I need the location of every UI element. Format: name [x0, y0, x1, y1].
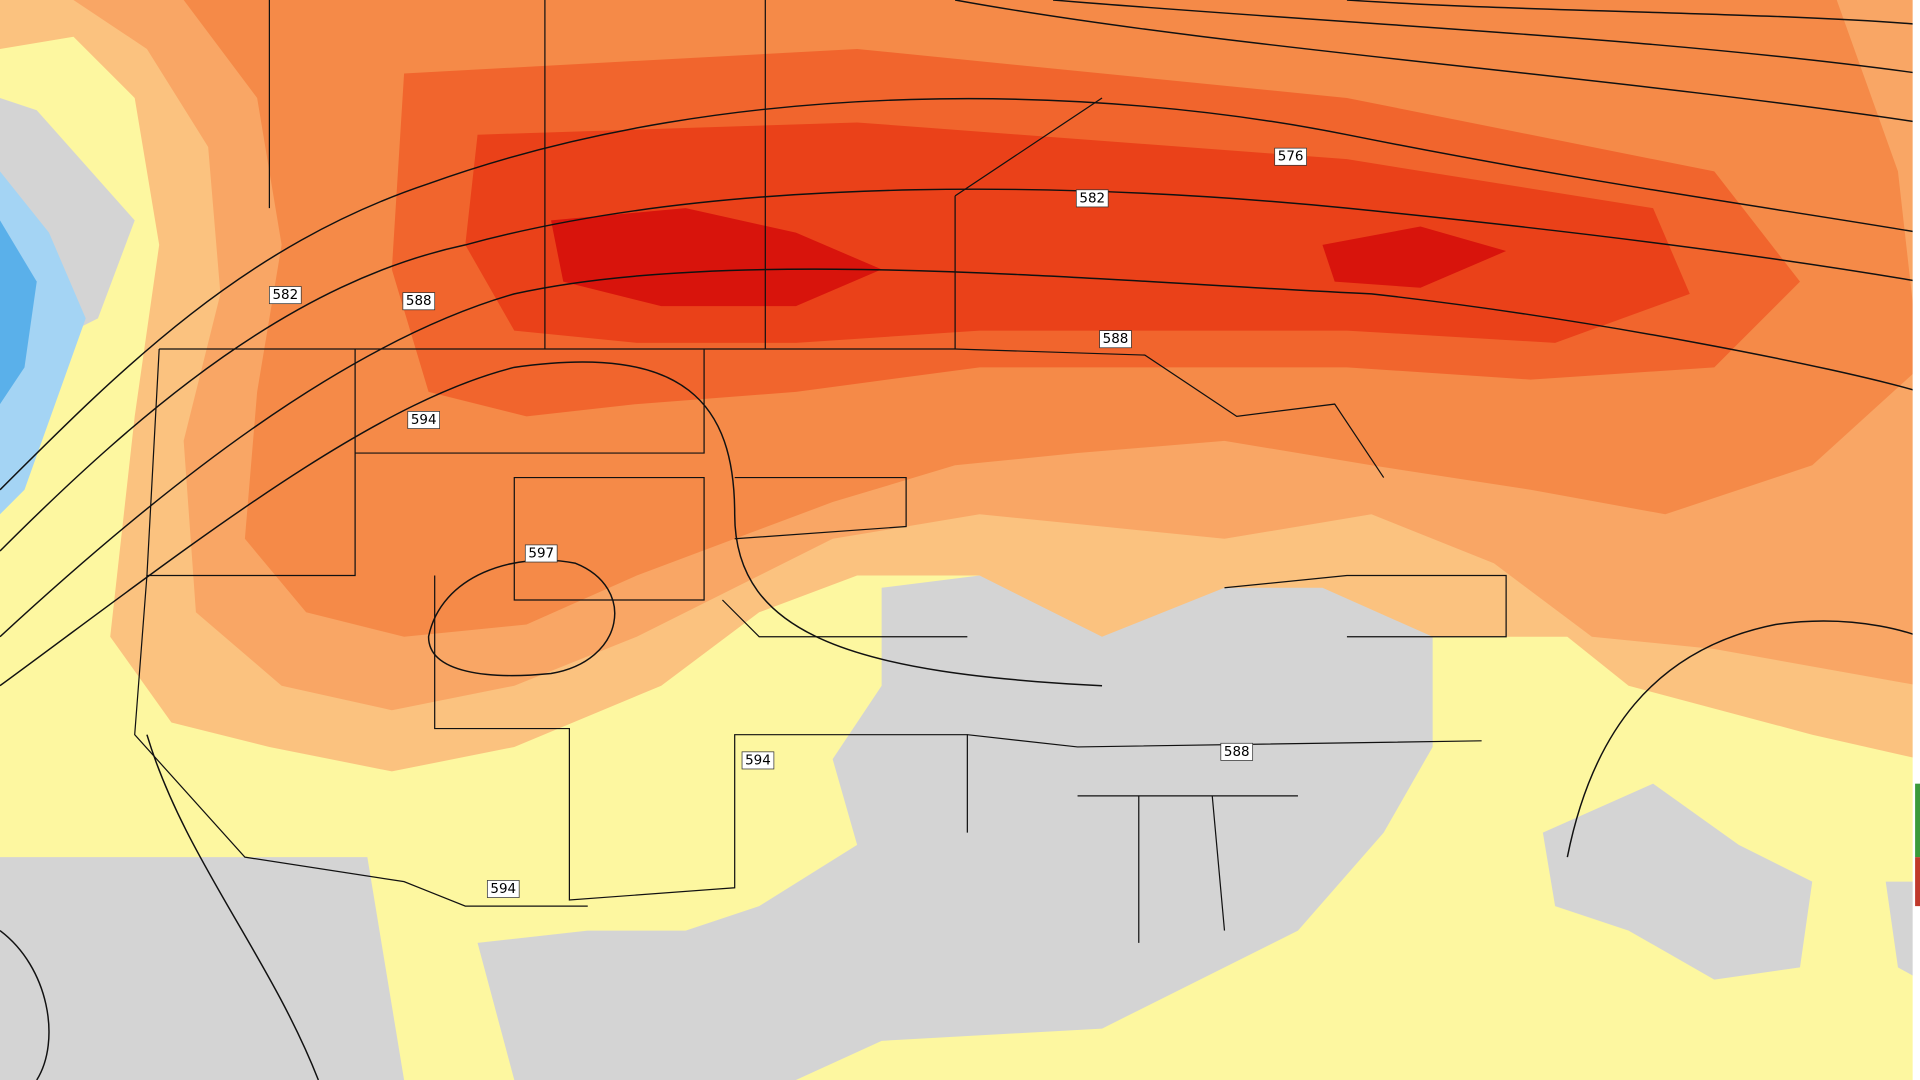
contour-label: 576	[1278, 150, 1304, 165]
height-anomaly-fill	[0, 0, 1920, 772]
borders	[134, 0, 1507, 943]
contour-label: 594	[490, 882, 516, 897]
contour-label: 597	[528, 546, 554, 561]
contour-label: 582	[272, 288, 298, 303]
color-bar-edge	[1912, 0, 1920, 1080]
contour-labels: 576 582 582 588 588 594 597 594 588 594	[269, 147, 1307, 898]
contour-label: 588	[406, 294, 432, 309]
contour-label: 588	[1224, 745, 1250, 760]
contour-label: 594	[411, 413, 437, 428]
contour-label: 582	[1079, 191, 1105, 206]
contour-label: 588	[1103, 332, 1129, 347]
contour-label: 594	[745, 753, 771, 768]
